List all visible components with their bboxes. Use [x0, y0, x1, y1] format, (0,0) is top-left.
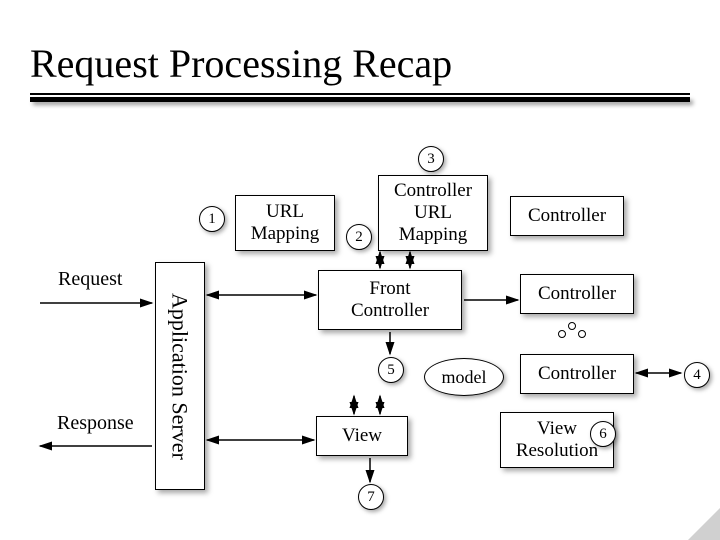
step-2: 2: [346, 224, 372, 250]
url-mapping-box: URL Mapping: [235, 195, 335, 251]
front-controller-box: Front Controller: [318, 270, 462, 330]
model-oval: model: [424, 358, 504, 396]
response-label: Response: [57, 412, 134, 435]
controller-2-box: Controller: [520, 274, 634, 314]
controller-3-box: Controller: [520, 354, 634, 394]
request-label: Request: [58, 268, 122, 291]
page-corner-fold-icon: [688, 508, 720, 540]
application-server-label: Application Server: [167, 293, 192, 460]
ellipsis-dots-icon: [556, 320, 586, 340]
step-1: 1: [199, 206, 225, 232]
step-5: 5: [378, 357, 404, 383]
step-7: 7: [358, 484, 384, 510]
application-server-box: Application Server: [155, 262, 205, 490]
step-3: 3: [418, 146, 444, 172]
step-6: 6: [590, 421, 616, 447]
diagram-canvas: Request Response Application Server URL …: [0, 0, 720, 540]
controller-url-mapping-box: Controller URL Mapping: [378, 175, 488, 251]
controller-1-box: Controller: [510, 196, 624, 236]
view-box: View: [316, 416, 408, 456]
step-4: 4: [684, 362, 710, 388]
